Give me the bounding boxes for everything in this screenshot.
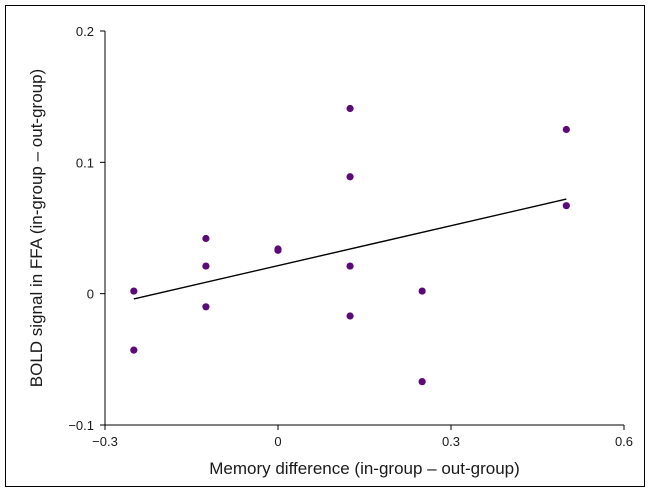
- trendline: [133, 198, 567, 300]
- data-point: [346, 173, 354, 181]
- data-point: [562, 202, 570, 210]
- data-point: [202, 303, 210, 311]
- data-marks: [130, 104, 570, 386]
- data-point: [202, 234, 210, 243]
- data-point: [346, 104, 354, 113]
- data-point: [346, 262, 354, 270]
- chart-frame: −0.3 0 0.3 0.6 −0.1 0 0.1 0.2 Memory difference…: [5, 5, 645, 487]
- data-point: [418, 378, 426, 386]
- data-point: [418, 287, 426, 295]
- x-tick-label: −0.3: [92, 434, 118, 449]
- y-tick-label: 0.2: [76, 24, 94, 39]
- y-tick-label: 0: [87, 287, 94, 302]
- axes: [100, 30, 625, 430]
- data-point: [130, 287, 138, 295]
- y-tick-label: −0.1: [68, 418, 94, 433]
- x-tick-label: 0.6: [615, 434, 633, 449]
- scatter-chart: −0.3 0 0.3 0.6 −0.1 0 0.1 0.2 Memory difference…: [27, 24, 633, 478]
- data-point: [130, 346, 138, 354]
- x-tick-label: 0: [274, 434, 281, 449]
- tick-labels: −0.3 0 0.3 0.6 −0.1 0 0.1 0.2: [68, 24, 633, 449]
- y-axis-label: BOLD signal in FFA (in-group – out-group…: [27, 69, 46, 387]
- data-point: [202, 262, 210, 270]
- x-axis-label: Memory difference (in-group – out-group): [209, 459, 520, 478]
- x-tick-label: 0.3: [442, 434, 460, 449]
- data-point: [562, 125, 570, 134]
- y-tick-label: 0.1: [76, 155, 94, 170]
- data-point: [346, 312, 354, 320]
- data-point: [274, 246, 282, 254]
